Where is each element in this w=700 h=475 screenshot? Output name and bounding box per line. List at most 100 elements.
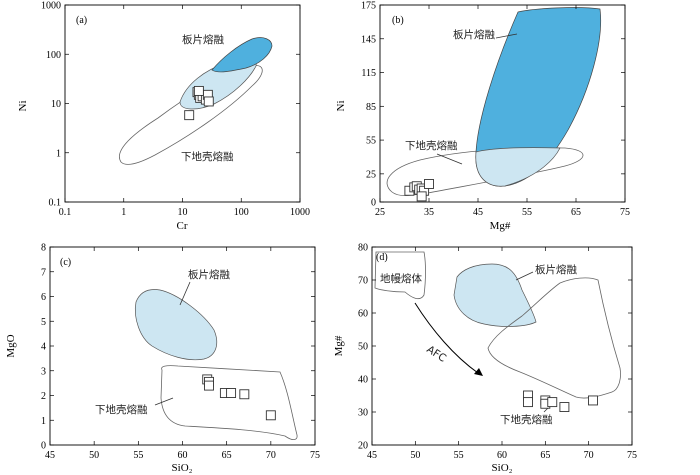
panel-b-frame <box>379 4 626 203</box>
panel-c-xtick-label: 55 <box>133 450 143 461</box>
panel-c-xtick-label: 65 <box>222 450 232 461</box>
panel-c-lower-crust-field <box>160 365 298 441</box>
panel-b-data-point <box>424 179 434 189</box>
panel-a-ytick-label: 0.1 <box>49 198 62 209</box>
panel-b-ylabel: Ni <box>335 101 347 112</box>
panel-c-xtick-label: 50 <box>89 450 99 461</box>
panel-d-lower-crust-field <box>487 277 621 399</box>
panel-c-xlabel: SiO₂ <box>172 462 193 474</box>
panel-a-data-point <box>193 85 204 96</box>
panel-d-xtick-label: 55 <box>454 450 464 461</box>
panel-d-ylabel: Mg# <box>333 335 345 356</box>
panel-b-ytick-label: 115 <box>361 68 376 79</box>
panel-a-data-point <box>184 110 195 121</box>
panel-a-data-point <box>203 96 214 107</box>
panel-d-xtick-label: 45 <box>367 450 377 461</box>
panel-c-slab-melt-label: 板片熔融 <box>188 268 230 281</box>
panel-c-xtick-label: 70 <box>266 450 276 461</box>
panel-a-label: (a) <box>76 15 87 26</box>
panel-c-lower-crust-label: 下地壳熔融 <box>95 403 148 416</box>
panel-d-label: (d) <box>376 252 388 263</box>
panel-c-data-point <box>226 388 237 398</box>
panel-d-ytick-label: 30 <box>358 408 368 419</box>
panel-b-xtick-label: 55 <box>522 207 532 218</box>
panel-c-data-point <box>265 410 276 421</box>
panel-c-ytick-label: 5 <box>41 317 46 328</box>
panel-c-ylabel: MgO <box>5 334 17 357</box>
panel-c-ytick-label: 8 <box>41 243 46 254</box>
panel-c-slab-field <box>134 289 218 361</box>
panel-c-ytick-label: 2 <box>41 391 46 402</box>
panel-d-afc-label: AFC <box>424 343 448 364</box>
panel-a-lower-crust-field <box>119 65 263 165</box>
panel-d-slab-melt-label: 板片熔融 <box>535 263 577 276</box>
panel-b-xtick-label: 25 <box>375 207 385 218</box>
panel-a-ytick-label: 1 <box>56 148 61 159</box>
panel-c-data-point <box>239 389 250 400</box>
panel-d-xtick-label: 75 <box>627 450 637 461</box>
panel-d-data-point <box>523 397 533 408</box>
panel-c-xtick-label: 75 <box>310 450 320 461</box>
panel-c-xtick-label: 45 <box>45 450 55 461</box>
panel-d-ytick-label: 20 <box>358 441 368 452</box>
panel-b-ytick-label: 145 <box>361 34 376 45</box>
panel-d-ytick-label: 40 <box>358 375 368 386</box>
panel-c-ytick-label: 4 <box>41 342 46 353</box>
panel-c-crust-leader <box>154 397 174 406</box>
panel-a-lower-crust-label: 下地壳熔融 <box>181 150 234 163</box>
panel-b-xtick-label: 45 <box>473 207 483 218</box>
panel-a-ytick-label: 100 <box>46 50 61 61</box>
panel-d-ytick-label: 50 <box>358 342 368 353</box>
panel-b-ytick-label: 85 <box>366 102 376 113</box>
panel-d-afc-arrow <box>414 302 479 374</box>
panel-a-ytick-label: 1000 <box>41 1 61 12</box>
panel-c-xtick-label: 60 <box>178 450 188 461</box>
panel-a-slab-dark-field <box>211 37 273 73</box>
panel-d-data-point <box>547 397 558 408</box>
panel-b-label: (b) <box>392 15 404 26</box>
panel-c-slab-leader <box>179 281 191 306</box>
panel-d-lower-crust-label: 下地壳熔融 <box>500 413 553 426</box>
panel-a-xlabel: Cr <box>177 220 188 232</box>
panel-d-xtick-label: 65 <box>540 450 550 461</box>
panel-b-data-point <box>416 191 427 202</box>
panel-d-ytick-label: 70 <box>358 276 368 287</box>
panel-d-data-point <box>588 395 598 406</box>
panel-a-ytick-label: 10 <box>51 99 61 110</box>
panel-a-xtick-label: 1000 <box>290 207 310 218</box>
panel-b-ytick-label: 175 <box>361 1 376 12</box>
panel-c-ytick-label: 0 <box>41 441 46 452</box>
panel-a-ylabel: Ni <box>17 101 29 112</box>
panel-b-lower-crust-label: 下地壳熔融 <box>405 139 458 152</box>
panel-b-ytick-label: 25 <box>366 169 376 180</box>
panel-a-xtick-label: 100 <box>234 207 249 218</box>
panel-b-slab-leader <box>495 33 518 39</box>
panel-d-slab-field <box>453 263 537 327</box>
panel-d-xtick-label: 50 <box>410 450 420 461</box>
panel-d-xtick-label: 60 <box>497 450 507 461</box>
panel-a-xtick-label: 10 <box>178 207 188 218</box>
panel-d-ytick-label: 80 <box>358 243 368 254</box>
panel-d-afc-arrowhead <box>474 368 483 376</box>
panel-d-ytick-label: 60 <box>358 309 368 320</box>
panel-d-data-point <box>559 402 570 412</box>
panel-c-ytick-label: 3 <box>41 366 46 377</box>
panel-a-slab-melt-label: 板片熔融 <box>182 33 224 46</box>
panel-a-xtick-label: 1 <box>121 207 126 218</box>
panel-b-xtick-label: 35 <box>424 207 434 218</box>
panel-c-ytick-label: 1 <box>41 416 46 427</box>
panel-c-ytick-label: 6 <box>41 292 46 303</box>
panel-d-mantle-label: 地幔熔体 <box>380 272 422 285</box>
panel-b-ytick-label: 0 <box>371 198 376 209</box>
panel-d-xlabel: SiO₂ <box>492 462 513 474</box>
panel-b-ytick-label: 55 <box>366 136 376 147</box>
panel-a-xtick-label: 0.1 <box>59 207 72 218</box>
panel-d-xtick-label: 70 <box>584 450 594 461</box>
panel-b-slab-melt-label: 板片熔融 <box>453 28 495 41</box>
panel-c-ytick-label: 7 <box>41 267 46 278</box>
panel-b-xtick-label: 65 <box>571 207 581 218</box>
panel-b-crust-leader <box>436 153 463 165</box>
panel-b-xlabel: Mg# <box>490 220 511 232</box>
panel-d-mantle-field <box>374 251 426 300</box>
